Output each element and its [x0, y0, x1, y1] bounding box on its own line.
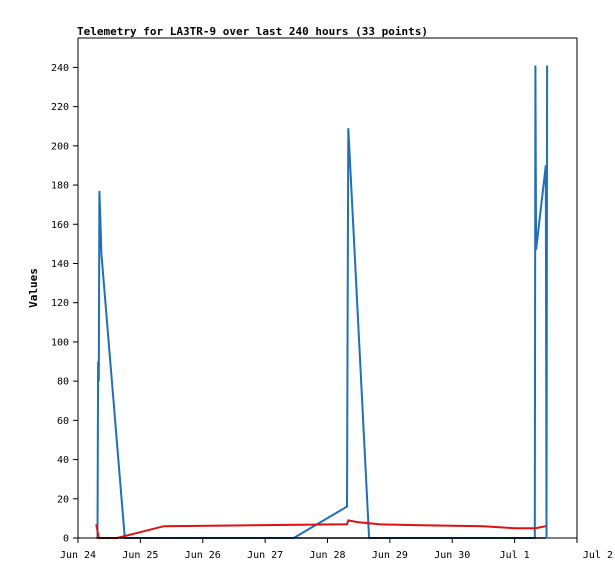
y-tick-label: 180 [51, 181, 69, 192]
x-tick-label: Jun 24 [60, 550, 96, 561]
x-tick-label: Jun 25 [122, 550, 158, 561]
series-layer [95, 65, 549, 539]
plot-frame [77, 37, 578, 539]
x-tick-label: Jun 29 [372, 550, 408, 561]
y-axis-label: Values [27, 268, 40, 308]
y-tick-label: 80 [57, 377, 69, 388]
y-tick-label: 0 [63, 534, 69, 545]
x-tick-label: Jun 30 [434, 550, 470, 561]
y-tick-label: 240 [51, 63, 69, 74]
y-tick-label: 120 [51, 298, 69, 309]
y-tick-label: 220 [51, 102, 69, 113]
y-tick-label: 60 [57, 416, 69, 427]
x-tick-label: Jul 2 [583, 550, 613, 561]
x-tick-label: Jun 28 [309, 550, 345, 561]
y-tick-label: 40 [57, 455, 69, 466]
x-tick-label: Jun 26 [185, 550, 221, 561]
chart-title: Telemetry for LA3TR-9 over last 240 hour… [77, 25, 428, 38]
series-line-1 [96, 65, 549, 539]
y-tick-label: 140 [51, 259, 69, 270]
y-tick-label: 200 [51, 141, 69, 152]
y-tick-label: 160 [51, 220, 69, 231]
y-tick-label: 100 [51, 337, 69, 348]
y-tick-label: 20 [57, 494, 69, 505]
axis-layer: 0 20 40 60 80 100 120 140 160 180 200 220 240 Jun 24 J… [51, 63, 613, 561]
x-tick-label: Jun 27 [247, 550, 283, 561]
x-tick-label: Jul 1 [500, 550, 530, 561]
